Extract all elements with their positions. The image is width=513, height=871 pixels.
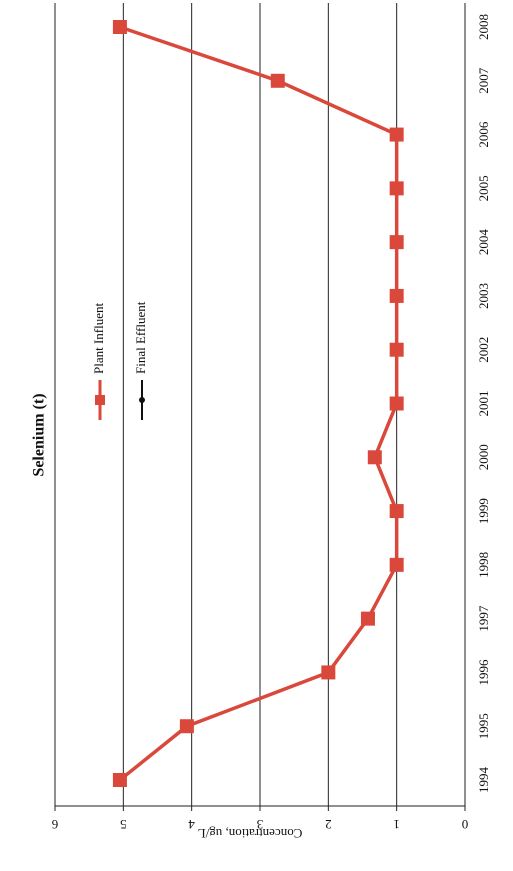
x-tick-label: 1996 (476, 659, 491, 686)
x-tick-label: 2001 (476, 391, 491, 417)
x-tick-label: 2003 (476, 283, 491, 309)
marker (389, 504, 404, 519)
y-tick-label: 2 (325, 817, 332, 832)
x-tick-label: 1997 (476, 605, 491, 632)
y-axis-label: Concentration, ug/L (198, 826, 303, 841)
y-tick-label: 6 (51, 817, 58, 832)
marker (389, 396, 404, 411)
marker (179, 719, 194, 734)
marker (360, 611, 375, 626)
marker (112, 773, 127, 787)
x-tick-label: 2005 (476, 175, 491, 201)
rotated-chart: Selenium (t) 1994 1995 1996 1997 1998 1999 200… (31, 3, 491, 811)
legend-marker (139, 397, 145, 403)
marker (112, 20, 127, 34)
marker (367, 450, 382, 465)
legend-label: Plant Influent (91, 302, 106, 374)
legend-marker (95, 395, 105, 405)
x-tick-label: 2004 (476, 229, 491, 256)
x-tick-label: 1995 (476, 713, 491, 739)
marker (389, 342, 404, 357)
y-tick-label: 0 (462, 817, 469, 832)
x-tick-label: 2006 (476, 121, 491, 148)
x-tick-label: 2002 (476, 337, 491, 363)
line (118, 25, 399, 782)
x-tick-label: 1994 (476, 767, 491, 794)
marker (389, 288, 404, 303)
x-tick-label: 1998 (476, 552, 491, 578)
x-tick-label: 2007 (476, 67, 491, 94)
x-tick-label: 2008 (476, 14, 491, 40)
chart-title: Selenium (t) (31, 393, 48, 476)
x-tick-label: 1999 (476, 498, 491, 524)
y-tick-label: 3 (257, 817, 264, 832)
y-tick-label: 4 (188, 817, 195, 832)
marker (389, 235, 404, 250)
y-tick-label: 1 (393, 817, 400, 832)
marker (389, 127, 404, 142)
marker (270, 73, 285, 88)
marker (389, 557, 404, 572)
y-tick-label: 5 (120, 817, 127, 832)
x-tick-label: 2000 (476, 444, 491, 470)
marker (321, 665, 336, 680)
marker (389, 181, 404, 196)
legend-label: Final Effluent (133, 301, 148, 374)
